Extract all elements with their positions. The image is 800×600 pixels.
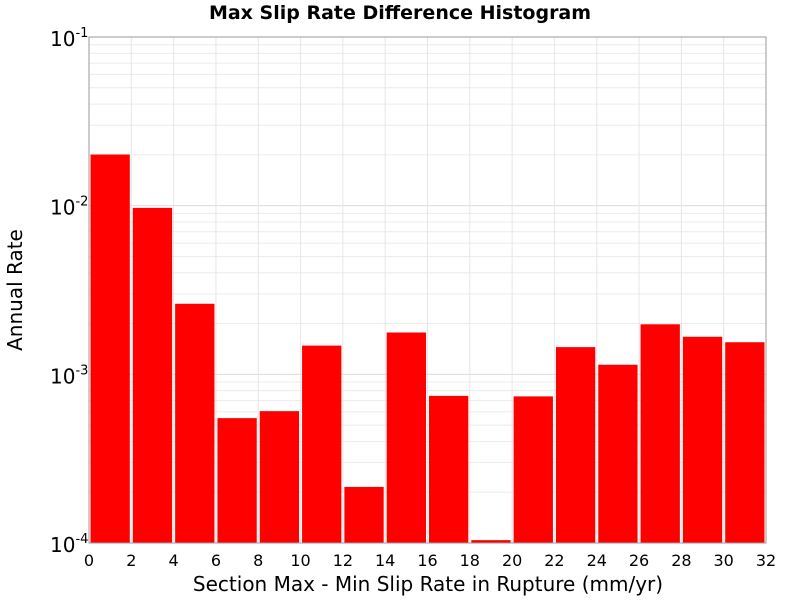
x-tick-label: 12 — [333, 551, 353, 570]
x-tick-label: 32 — [756, 551, 776, 570]
x-axis-label: Section Max - Min Slip Rate in Rupture (… — [193, 572, 663, 596]
x-tick-label: 28 — [671, 551, 691, 570]
x-tick-label: 6 — [211, 551, 221, 570]
plot-frame — [88, 36, 767, 544]
histogram-bar — [302, 345, 342, 543]
x-tick-label: 20 — [502, 551, 522, 570]
x-tick-label: 8 — [253, 551, 263, 570]
grid-layer — [88, 37, 767, 544]
histogram-bar — [217, 418, 257, 543]
x-tick-label: 26 — [629, 551, 649, 570]
bar-layer — [90, 154, 765, 544]
chart-title: Max Slip Rate Difference Histogram — [208, 2, 592, 24]
x-tick-label: 14 — [375, 551, 395, 570]
histogram-bar — [132, 207, 173, 543]
y-tick-label: 10-1 — [50, 26, 88, 51]
y-tick-label: 10-2 — [50, 195, 88, 220]
histogram-bar — [598, 364, 638, 543]
y-axis-label: Annual Rate — [3, 229, 27, 351]
x-tick-label: 18 — [460, 551, 480, 570]
histogram-bar — [90, 154, 130, 544]
x-tick-label: 22 — [544, 551, 564, 570]
x-tick-label: 0 — [84, 551, 94, 570]
histogram-bar — [555, 347, 596, 543]
histogram-bar — [471, 540, 511, 543]
x-tick-label: 24 — [587, 551, 607, 570]
histogram-bar — [386, 332, 426, 543]
x-tick-label: 4 — [169, 551, 179, 570]
histogram-bar — [175, 303, 215, 543]
y-axis-ticks: 10-4 10-3 10-2 10-1 — [50, 26, 88, 557]
histogram-bar — [513, 396, 553, 543]
x-tick-label: 10 — [290, 551, 310, 570]
x-tick-label: 30 — [714, 551, 734, 570]
histogram-bar — [640, 324, 680, 543]
y-tick-label: 10-4 — [50, 532, 88, 557]
histogram-bar — [682, 336, 723, 543]
y-tick-label: 10-3 — [50, 363, 88, 388]
x-tick-label: 2 — [126, 551, 136, 570]
histogram-bar — [259, 411, 300, 543]
histogram-bar — [429, 395, 469, 543]
x-axis-ticks: 0 2 4 6 8 10 12 14 16 18 20 22 24 26 28 30 32 — [84, 551, 776, 570]
histogram-bar — [344, 486, 384, 543]
x-tick-label: 16 — [417, 551, 437, 570]
histogram-bar — [725, 342, 765, 543]
